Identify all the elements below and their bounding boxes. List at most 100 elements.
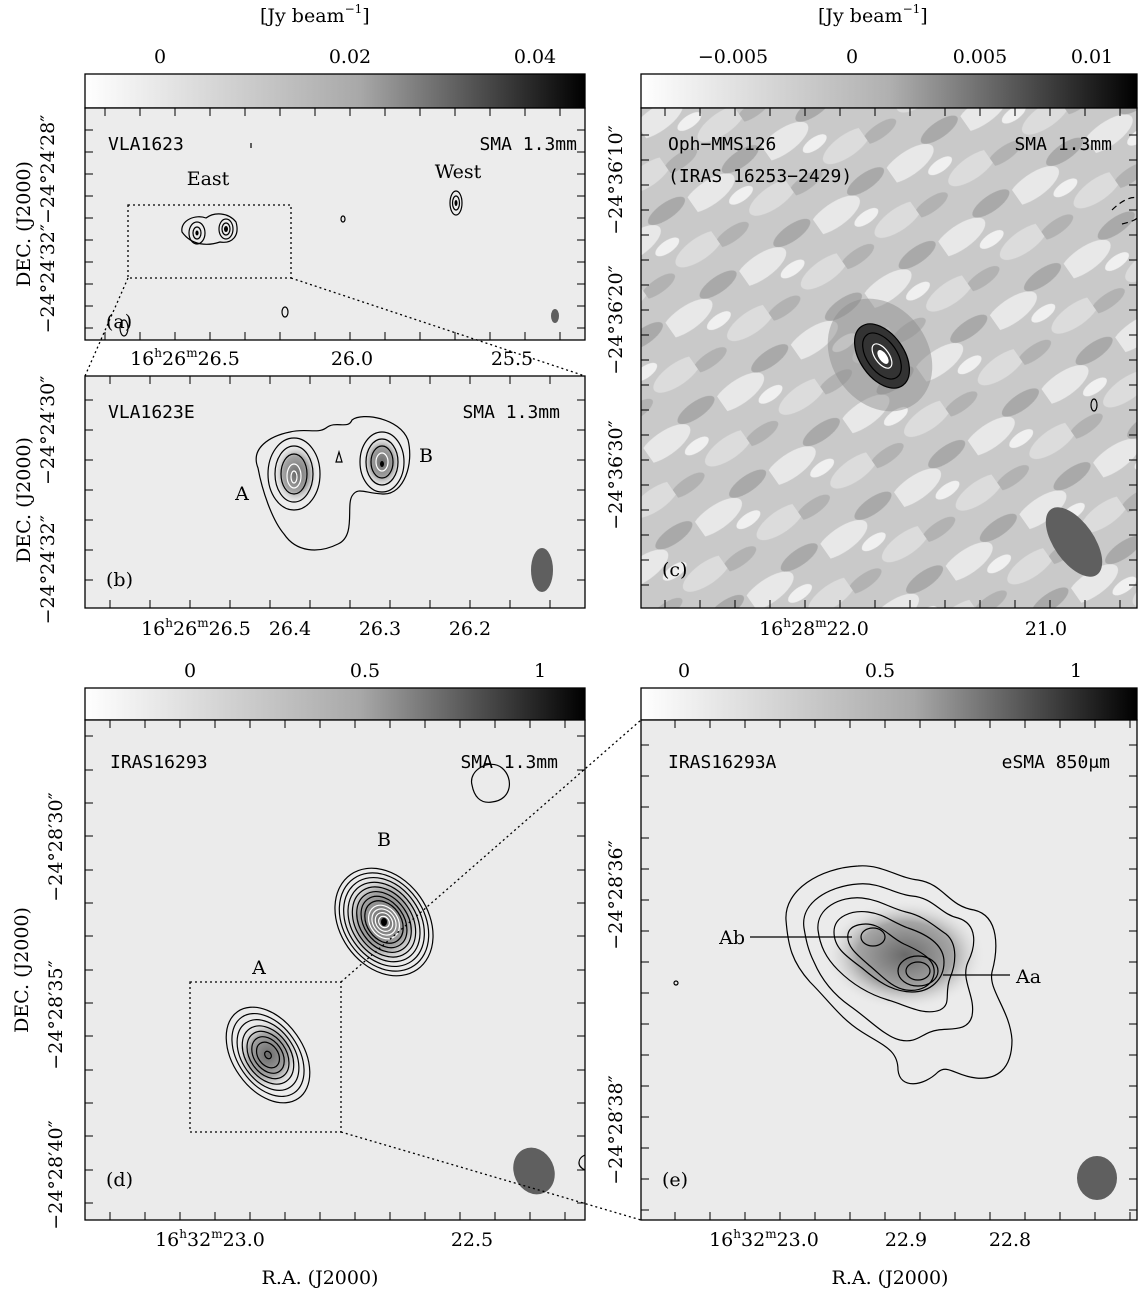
beam-ellipse-a [551, 309, 559, 323]
colorbar-e: 0 0.5 1 [640, 660, 1138, 721]
dec-tick-label-e2: −24°28′38″ [605, 1075, 627, 1184]
panel-letter-d: (d) [106, 1169, 133, 1191]
beam-outline-a [119, 319, 129, 337]
map-frame-b [84, 375, 586, 609]
panel-instrument-b: SMA 1.3mm [462, 402, 560, 423]
map-frame-c [640, 107, 1138, 609]
dec-tick-label-b: −24°24′32″−24°24′30″ [37, 376, 59, 625]
panel-instrument-a: SMA 1.3mm [479, 134, 577, 155]
ra-tick-label-a2: 26.0 [331, 348, 373, 370]
ra-axis-label-e: R.A. (J2000) [832, 1267, 949, 1289]
ra-tick-label-b4: 26.2 [449, 618, 491, 640]
panel-instrument-d: SMA 1.3mm [460, 752, 558, 773]
ticks-a [85, 108, 585, 340]
colorbar-tick-label: 0 [846, 46, 858, 68]
panel-d: 0 0.5 1 IRAS16293 SMA 1.3mm (d) [11, 660, 586, 1289]
ra-axis-label-d: R.A. (J2000) [262, 1267, 379, 1289]
dec-tick-label-d3: −24°28′40″ [45, 1120, 67, 1229]
contours-vla1623e [255, 416, 411, 551]
panel-title-b: VLA1623E [108, 402, 195, 423]
zoom-lines-ab [84, 277, 586, 377]
zoom-box-d [189, 981, 342, 1133]
colorbar-tick-label: 0.005 [953, 46, 1007, 68]
panel-letter-e: (e) [662, 1169, 688, 1191]
panel-title-d: IRAS16293 [110, 752, 208, 773]
contours-iras16293-a [225, 763, 586, 1171]
ra-tick-label-c2: 21.0 [1025, 618, 1067, 640]
ticks-e [641, 720, 1137, 1220]
dec-tick-label-d2: −24°28′35″ [45, 960, 67, 1069]
panel-e: 0 0.5 1 IRAS16293A eSMA 850μm (e) [605, 660, 1138, 1289]
panel-c: [Jy beam−1] −0.005 0 0.005 0.01 Oph−MMS1… [605, 2, 1138, 640]
zoom-lines-de [340, 719, 642, 1221]
panel-instrument-c: SMA 1.3mm [1014, 134, 1112, 155]
contours-iras16293a [673, 865, 1013, 1085]
beam-ellipse-c [1045, 507, 1103, 577]
colorbar-tick-label: 1 [534, 660, 546, 682]
map-frame-a [84, 107, 586, 341]
panel-title-e: IRAS16293A [668, 752, 777, 773]
colorbar-unit-label-c: [Jy beam−1] [818, 2, 928, 27]
panel-b: VLA1623E SMA 1.3mm (b) A B −24°24′32″−24… [13, 375, 586, 640]
panel-a: [Jy beam−1] 0 0.02 0.04 VLA1623 SMA 1.3m… [13, 2, 586, 370]
contours-iras16293-b [334, 867, 434, 977]
ra-tick-label-e3: 22.8 [989, 1229, 1031, 1251]
beam-ellipse-e [1077, 1156, 1117, 1200]
colorbar-tick-label: 0.01 [1071, 46, 1113, 68]
dec-axis-label-a: DEC. (J2000) [13, 161, 35, 287]
label-source-aa: Aa [1015, 966, 1041, 988]
colorbar-tick-label: 1 [1070, 660, 1082, 682]
map-image-b [85, 376, 585, 608]
label-source-a-b: A [234, 483, 249, 505]
label-east: East [187, 168, 230, 190]
beam-ellipse-d [513, 1147, 555, 1195]
dec-tick-label-d1: −24°28′30″ [45, 792, 67, 901]
dec-tick-label-c1: −24°36′10″ [605, 125, 627, 234]
ticks-d [85, 720, 585, 1220]
contours-oph-mms126 [853, 196, 1138, 412]
colorbar-c: −0.005 0 0.005 0.01 [640, 46, 1138, 109]
colorbar-tick-label: 0.02 [329, 46, 371, 68]
map-image-d [85, 720, 585, 1220]
contours-vla1623-east [181, 213, 238, 245]
ra-tick-label-c1: 16h28m22.0 [759, 616, 869, 640]
ra-tick-label-e2: 22.9 [885, 1229, 927, 1251]
colorbar-tick-label: 0 [154, 46, 166, 68]
colorbar-tick-label: −0.005 [698, 46, 768, 68]
panel-title-a: VLA1623 [108, 134, 184, 155]
ticks-c [641, 108, 1137, 608]
contours-vla1623-west [250, 143, 463, 318]
label-west: West [435, 161, 482, 183]
panel-instrument-e: eSMA 850μm [1002, 752, 1110, 773]
colorbar-tick-label: 0.5 [865, 660, 895, 682]
zoom-box-a [127, 204, 292, 279]
colorbar-tick-label: 0 [678, 660, 690, 682]
ra-tick-label-e1: 16h32m23.0 [709, 1227, 819, 1251]
dec-tick-label-c3: −24°36′30″ [605, 420, 627, 529]
ra-tick-label-d1: 16h32m23.0 [155, 1227, 265, 1251]
ra-tick-label-b1: 16h26m26.5 [141, 616, 251, 640]
beam-ellipse-b [531, 548, 553, 592]
colorbar-a: 0 0.02 0.04 [84, 46, 586, 109]
ra-tick-label-a3: 25.5 [491, 348, 533, 370]
panel-letter-a: (a) [106, 311, 132, 333]
dec-tick-label-e1: −24°28′36″ [605, 840, 627, 949]
dec-axis-label-b: DEC. (J2000) [13, 437, 35, 563]
map-frame-e [640, 719, 1138, 1221]
label-source-b-b: B [419, 445, 433, 467]
label-source-b-d: B [377, 829, 391, 851]
label-source-ab: Ab [718, 927, 745, 949]
colorbar-tick-label: 0 [184, 660, 196, 682]
ra-tick-label-b2: 26.4 [269, 618, 311, 640]
ra-tick-label-b3: 26.3 [359, 618, 401, 640]
panel-subtitle-c: (IRAS 16253−2429) [668, 166, 852, 187]
panel-letter-b: (b) [106, 569, 133, 591]
ra-tick-label-d2: 22.5 [451, 1229, 493, 1251]
dec-axis-label-d: DEC. (J2000) [11, 907, 33, 1033]
colorbar-d: 0 0.5 1 [84, 660, 586, 721]
colorbar-tick-label: 0.5 [350, 660, 380, 682]
colorbar-unit-label-a: [Jy beam−1] [260, 2, 370, 27]
panel-title-c: Oph−MMS126 [668, 134, 776, 155]
panel-letter-c: (c) [662, 559, 687, 581]
